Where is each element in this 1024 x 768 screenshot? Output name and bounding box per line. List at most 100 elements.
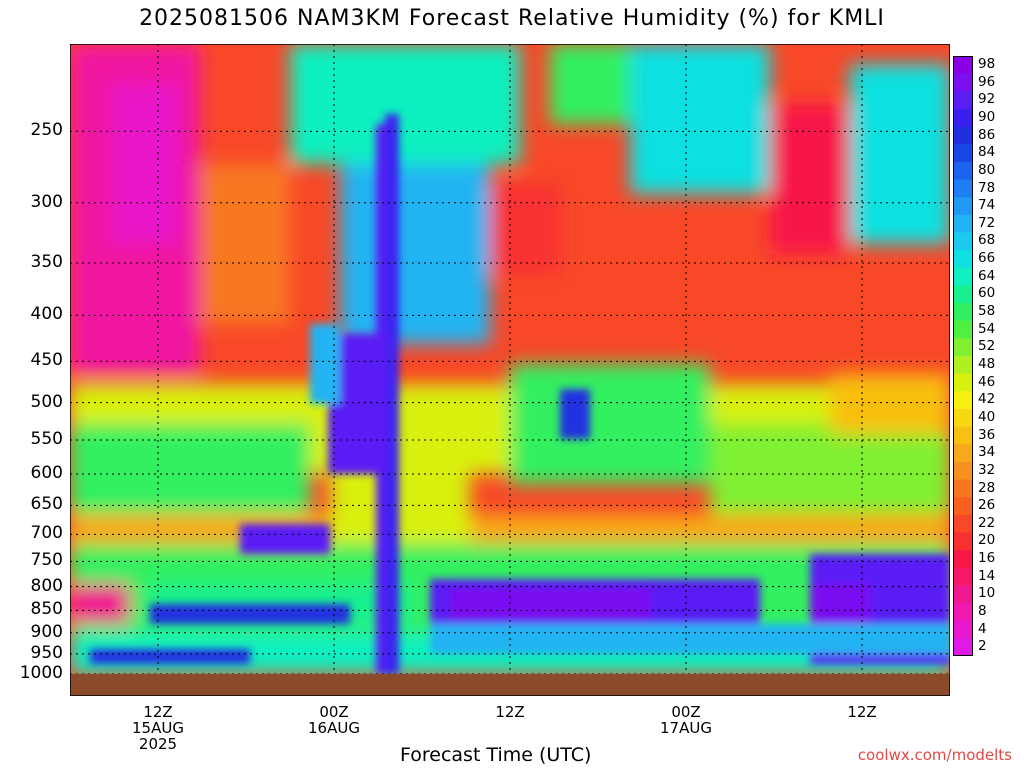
colorbar-label: 64 [978, 267, 996, 284]
colorbar-label: 84 [978, 144, 996, 161]
colorbar-label: 36 [978, 426, 996, 443]
colorbar-label: 22 [978, 514, 996, 531]
colorbar-label: 78 [978, 179, 996, 196]
y-tick-label: 800 [30, 575, 63, 596]
colorbar-label: 74 [978, 197, 996, 214]
colorbar-swatch [953, 514, 973, 533]
colorbar-swatch [953, 461, 973, 481]
colorbar-label: 32 [978, 461, 996, 478]
y-tick-label: 850 [30, 599, 63, 620]
x-tick-label: 00Z 16AUG [308, 703, 360, 737]
colorbar-swatch [953, 373, 973, 392]
colorbar-label: 46 [978, 373, 996, 390]
colorbar [953, 56, 973, 656]
plot-area [70, 44, 950, 696]
x-tick-label: 00Z 17AUG [660, 703, 712, 737]
colorbar-label: 40 [978, 408, 996, 425]
y-tick-label: 300 [30, 191, 63, 212]
colorbar-label: 28 [978, 479, 996, 496]
colorbar-label: 66 [978, 250, 996, 267]
colorbar-swatch [953, 338, 973, 357]
colorbar-swatch [953, 126, 973, 145]
colorbar-label: 90 [978, 108, 996, 125]
colorbar-swatch [953, 179, 973, 198]
colorbar-label: 10 [978, 585, 996, 602]
y-tick-label: 900 [30, 621, 63, 642]
colorbar-swatch [953, 232, 973, 251]
y-tick-label: 500 [30, 391, 63, 412]
colorbar-swatch [953, 603, 973, 622]
colorbar-label: 16 [978, 550, 996, 567]
colorbar-label: 58 [978, 303, 996, 320]
colorbar-swatch [953, 356, 973, 375]
colorbar-swatch [953, 532, 973, 551]
colorbar-label: 26 [978, 497, 996, 514]
colorbar-swatch [953, 250, 973, 269]
x-axis-title: Forecast Time (UTC) [400, 744, 592, 766]
colorbar-label: 60 [978, 285, 996, 302]
colorbar-swatch [953, 144, 973, 163]
colorbar-swatch [953, 267, 973, 286]
y-tick-label: 350 [30, 252, 63, 273]
colorbar-swatch [953, 585, 973, 604]
colorbar-swatch [953, 620, 973, 639]
colorbar-label: 48 [978, 356, 996, 372]
x-tick-label: 12Z [495, 703, 525, 721]
heatmap-svg [70, 44, 950, 696]
y-axis: 250 300 350 400 450 500 550 600 650 700 750 800 850 9… [0, 44, 63, 696]
colorbar-swatch [953, 285, 973, 304]
colorbar-swatch [953, 197, 973, 216]
colorbar-frame [953, 56, 973, 656]
colorbar-swatch [953, 56, 973, 75]
y-tick-label: 600 [30, 463, 63, 484]
colorbar-swatch [953, 550, 973, 569]
colorbar-label: 14 [978, 567, 996, 584]
colorbar-label: 96 [978, 73, 996, 90]
y-tick-label: 250 [30, 120, 63, 141]
colorbar-swatch [953, 426, 973, 445]
colorbar-swatch [953, 497, 973, 516]
colorbar-label: 98 [978, 56, 996, 72]
ground-strip [70, 674, 950, 696]
chart-title: 2025081506 NAM3KM Forecast Relative Humi… [139, 6, 885, 31]
colorbar-label: 72 [978, 214, 996, 231]
colorbar-swatch [953, 91, 973, 110]
colorbar-swatch [953, 108, 973, 128]
colorbar-swatch [953, 479, 973, 498]
x-tick-label: 12Z [847, 703, 877, 721]
colorbar-label: 8 [978, 603, 987, 620]
colorbar-label: 80 [978, 161, 996, 178]
colorbar-swatch [953, 161, 973, 181]
colorbar-label: 86 [978, 126, 996, 143]
colorbar-swatch [953, 320, 973, 339]
colorbar-label: 2 [978, 638, 987, 655]
y-tick-label: 650 [30, 494, 63, 515]
colorbar-swatch [953, 638, 973, 656]
y-tick-label: 450 [30, 350, 63, 371]
colorbar-swatch [953, 73, 973, 92]
y-tick-label: 1000 [19, 663, 63, 683]
credit-text: coolwx.com/modelts [857, 746, 1012, 764]
colorbar-label: 92 [978, 91, 996, 108]
colorbar-swatch [953, 214, 973, 233]
colorbar-svg [953, 56, 973, 656]
y-tick-label: 950 [30, 642, 63, 663]
colorbar-swatch [953, 303, 973, 322]
colorbar-label: 34 [978, 444, 996, 461]
colorbar-swatch [953, 391, 973, 410]
y-tick-label: 400 [30, 304, 63, 325]
colorbar-swatch [953, 408, 973, 428]
colorbar-label: 42 [978, 391, 996, 408]
colorbar-label: 68 [978, 232, 996, 249]
colorbar-swatch [953, 567, 973, 586]
y-tick-label: 550 [30, 428, 63, 449]
y-tick-label: 700 [30, 523, 63, 544]
y-tick-label: 750 [30, 550, 63, 571]
colorbar-label: 20 [978, 532, 996, 549]
colorbar-label: 4 [978, 620, 987, 637]
x-tick-label: 12Z 15AUG 2025 [132, 703, 184, 753]
colorbar-label: 54 [978, 320, 996, 337]
colorbar-swatch [953, 444, 973, 463]
horizontal-gridlines [70, 130, 950, 674]
colorbar-label: 52 [978, 338, 996, 355]
